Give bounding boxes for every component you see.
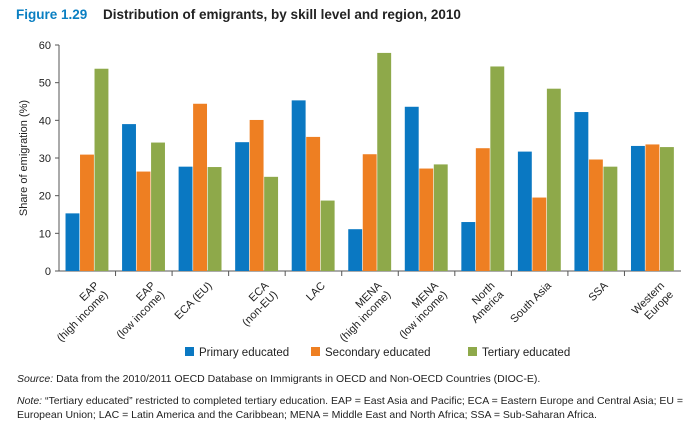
x-category-label: ECA (EU) — [173, 280, 215, 322]
bar-primary — [178, 166, 193, 271]
x-category-label: South Asia — [508, 279, 554, 325]
bar-primary — [122, 124, 136, 271]
x-category-label: NorthAmerica — [460, 279, 507, 326]
legend-swatch — [311, 347, 320, 356]
bar-chart: 0 10 20 30 40 50 60 Share of emigration (%) EAP(… — [18, 40, 681, 359]
bar-primary — [65, 213, 80, 271]
y-tick-label: 50 — [39, 78, 51, 90]
y-tick-label: 10 — [39, 228, 51, 240]
bar-secondary — [80, 154, 94, 271]
bar-secondary — [136, 171, 151, 271]
y-axis-label: Share of emigration (%) — [18, 100, 30, 216]
y-tick-label: 0 — [45, 266, 51, 278]
bar-secondary — [193, 103, 208, 271]
bar-primary — [517, 151, 532, 271]
y-tick-label: 20 — [39, 191, 51, 203]
bar-tertiary — [264, 176, 279, 271]
bar-secondary — [475, 148, 490, 271]
bar-tertiary — [546, 88, 561, 271]
bar-primary — [404, 106, 419, 271]
x-category-label: MENA(high income) — [329, 279, 394, 344]
bar-primary — [235, 142, 250, 271]
bar-tertiary — [659, 147, 674, 271]
bar-tertiary — [320, 200, 335, 271]
plot-area: 0 10 20 30 40 50 60 Share of emigration (%) EAP(… — [18, 40, 681, 344]
bar-primary — [574, 112, 589, 272]
figure-number: Figure 1.29 — [16, 7, 88, 22]
legend-swatch — [185, 347, 194, 356]
bar-secondary — [362, 154, 377, 271]
legend-label: Secondary educated — [325, 347, 431, 359]
note-lead: Note: — [17, 395, 43, 407]
bar-primary — [291, 100, 306, 272]
legend-label: Primary educated — [199, 347, 289, 359]
bar-secondary — [249, 119, 264, 271]
figure-title: Distribution of emigrants, by skill leve… — [103, 7, 461, 22]
x-category-label: EAP(low income) — [106, 280, 168, 342]
source-lead: Source: — [17, 373, 54, 385]
source-note: Source: Data from the 2010/2011 OECD Dat… — [17, 373, 540, 385]
x-category-label: WesternEurope — [630, 280, 676, 326]
bar-secondary — [419, 168, 434, 271]
bar-primary — [348, 229, 363, 271]
bar-tertiary — [94, 68, 109, 271]
y-tick-label: 60 — [39, 40, 51, 52]
x-category-label: MENA(low income) — [388, 279, 450, 341]
bar-tertiary — [433, 164, 448, 271]
legend-swatch — [468, 347, 477, 356]
legend: Primary educated Secondary educated Tertia… — [185, 347, 570, 359]
bar-secondary — [588, 159, 603, 271]
bar-secondary — [306, 136, 321, 271]
bar-tertiary — [151, 142, 165, 271]
x-category-label: SSA — [586, 279, 611, 304]
figure-header: Figure 1.29 Distribution of emigrants, b… — [16, 7, 461, 22]
bar-tertiary — [490, 66, 505, 271]
source-text: Data from the 2010/2011 OECD Database on… — [53, 373, 541, 385]
note-text-block: Note: “Tertiary educated” restricted to … — [17, 394, 687, 422]
y-tick-label: 30 — [39, 153, 51, 165]
x-category-label: ECA(non-EU) — [231, 279, 280, 328]
x-category-label: EAP(high income) — [46, 280, 111, 345]
x-category-label: LAC — [304, 280, 328, 304]
note-text: “Tertiary educated” restricted to comple… — [17, 395, 684, 421]
bar-tertiary — [377, 52, 392, 271]
bar-primary — [630, 145, 645, 271]
bar-secondary — [645, 144, 660, 271]
bar-secondary — [532, 197, 547, 271]
y-tick-label: 40 — [39, 115, 51, 127]
bar-tertiary — [603, 166, 618, 271]
bar-primary — [461, 222, 476, 271]
legend-label: Tertiary educated — [482, 347, 570, 359]
bar-tertiary — [207, 167, 222, 271]
